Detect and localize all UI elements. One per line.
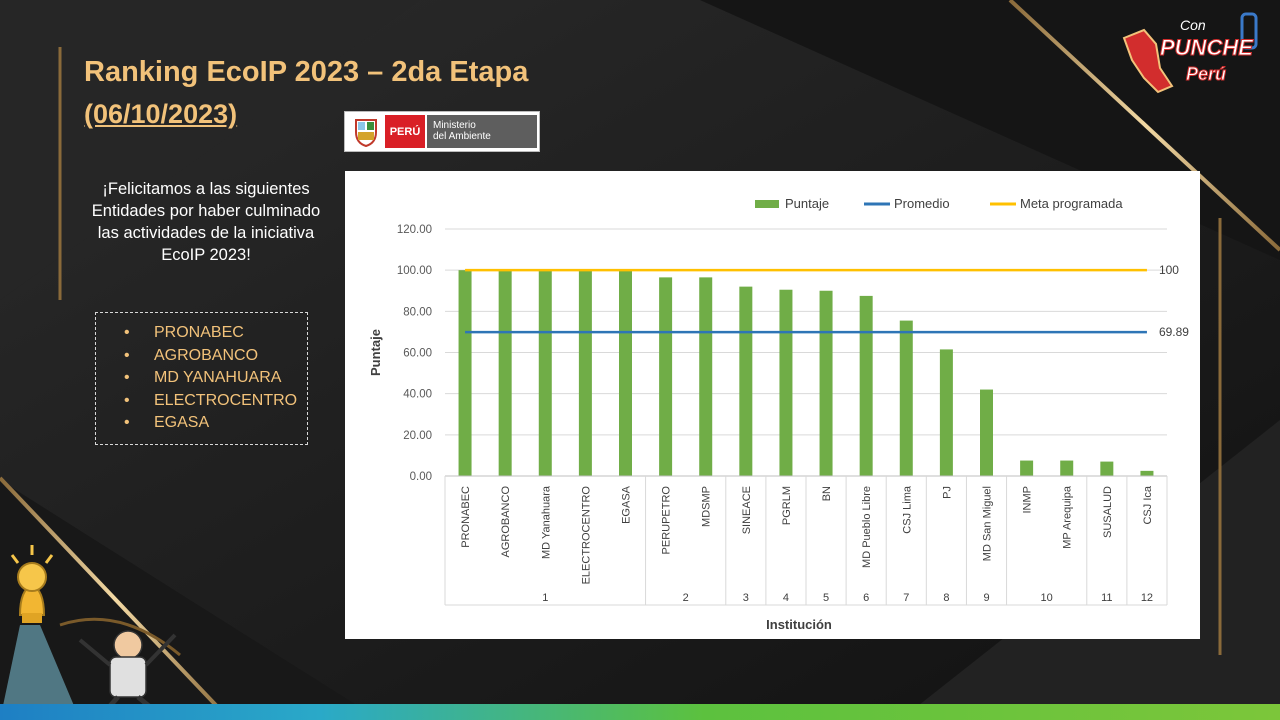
x-tick-label: MP Arequipa [1062, 485, 1074, 549]
bar-susalud [1100, 461, 1114, 476]
y-tick-label: 0.00 [410, 471, 432, 483]
y-tick-label: 120.00 [397, 224, 432, 236]
y-tick-label: 20.00 [403, 430, 432, 442]
mascot-illustration [0, 545, 181, 720]
group-rank-label: 9 [983, 592, 989, 604]
group-rank-label: 5 [823, 592, 829, 604]
ministry-logo: PERÚ Ministerio del Ambiente [344, 111, 540, 152]
bar-bn [819, 290, 833, 476]
x-tick-label: PERUPETRO [661, 486, 673, 555]
target-line-label: 100 [1159, 263, 1179, 277]
x-tick-label: CSJ Lima [901, 485, 913, 534]
bar-sineace [739, 286, 753, 476]
x-tick-label: ELECTROCENTRO [580, 486, 592, 585]
bar-agrobanco [498, 270, 512, 476]
bottom-color-bar [0, 704, 1280, 720]
legend-puntaje-swatch [755, 200, 779, 208]
y-tick-label: 80.00 [403, 306, 432, 318]
page-title: Ranking EcoIP 2023 – 2da Etapa [84, 56, 529, 88]
bar-csj-ica [1140, 470, 1154, 476]
x-tick-label: BN [821, 486, 833, 501]
legend-promedio-label: Promedio [894, 196, 950, 211]
group-rank-label: 12 [1141, 592, 1153, 604]
ministry-logo-line1: Ministerio [433, 120, 476, 131]
bar-perupetro [659, 277, 673, 476]
x-axis-title: Institución [766, 617, 832, 632]
group-rank-label: 10 [1041, 592, 1053, 604]
ministry-logo-name: Ministerio del Ambiente [427, 115, 537, 148]
brand-line2: PUNCHE [1160, 35, 1254, 60]
y-axis-title: Puntaje [368, 329, 383, 376]
bar-egasa [619, 270, 632, 476]
y-tick-label: 40.00 [403, 389, 432, 401]
highlighted-entities-box: PRONABEC AGROBANCO MD YANAHUARA ELECTROC… [95, 312, 308, 445]
x-tick-label: INMP [1022, 486, 1034, 514]
ministry-logo-country: PERÚ [385, 115, 425, 148]
x-tick-label: PGRLM [781, 486, 793, 525]
entity-item: MD YANAHUARA [124, 367, 307, 390]
x-tick-label: MD San Miguel [982, 486, 994, 561]
group-rank-label: 11 [1101, 592, 1112, 604]
group-rank-label: 4 [783, 592, 789, 604]
ministry-logo-line2: del Ambiente [433, 131, 491, 142]
y-tick-label: 100.00 [397, 265, 432, 277]
bar-electrocentro [578, 270, 592, 476]
bar-inmp [1020, 460, 1034, 476]
entity-item: PRONABEC [124, 322, 307, 345]
group-rank-label: 7 [903, 592, 909, 604]
con-punche-peru-logo: Con PUNCHE Perú [1122, 12, 1258, 94]
entity-item: ELECTROCENTRO [124, 390, 307, 413]
group-rank-label: 3 [743, 592, 749, 604]
average-line-label: 69.89 [1159, 325, 1189, 339]
entity-item: AGROBANCO [124, 345, 307, 368]
group-rank-label: 2 [683, 592, 689, 604]
group-rank-label: 1 [542, 592, 548, 604]
x-tick-label: MD Pueblo Libre [861, 486, 873, 568]
group-rank-label: 8 [943, 592, 949, 604]
x-tick-label: AGROBANCO [500, 486, 512, 558]
bar-csj-lima [899, 320, 913, 476]
legend-meta-label: Meta programada [1020, 196, 1123, 211]
x-tick-label: EGASA [621, 485, 633, 524]
legend-puntaje-label: Puntaje [785, 196, 829, 211]
group-rank-label: 6 [863, 592, 869, 604]
coat-of-arms-icon [355, 119, 377, 148]
y-tick-label: 60.00 [403, 348, 432, 360]
bar-md-san-miguel [980, 389, 993, 476]
bar-mdsmp [699, 277, 713, 476]
x-tick-label: SINEACE [741, 486, 753, 534]
brand-line1: Con [1180, 17, 1206, 33]
bar-pj [939, 349, 953, 476]
x-tick-label: MD Yanahuara [540, 485, 552, 559]
entity-item: EGASA [124, 412, 307, 435]
x-tick-label: PRONABEC [460, 486, 472, 548]
ranking-bar-chart: 0.00 20.00 40.00 60.00 80.00 100.00 120.00 Punt… [368, 196, 1189, 632]
x-tick-label: PJ [941, 486, 953, 499]
bar-pgrlm [779, 289, 793, 476]
x-tick-label: CSJ Ica [1142, 485, 1154, 524]
x-tick-label: SUSALUD [1102, 486, 1114, 538]
congratulations-text: ¡Felicitamos a las siguientes Entidades … [91, 180, 321, 264]
bar-mp-arequipa [1060, 460, 1074, 476]
ranking-chart-panel: 0.00 20.00 40.00 60.00 80.00 100.00 120.00 Punt… [345, 171, 1200, 639]
x-tick-label: MDSMP [701, 486, 713, 527]
page-date: (06/10/2023) [84, 99, 238, 129]
brand-line3: Perú [1186, 64, 1226, 84]
bar-md-pueblo-libre [859, 295, 873, 476]
bar-pronabec [458, 270, 472, 476]
bar-md-yanahuara [538, 270, 552, 476]
entity-list: PRONABEC AGROBANCO MD YANAHUARA ELECTROC… [96, 313, 307, 435]
